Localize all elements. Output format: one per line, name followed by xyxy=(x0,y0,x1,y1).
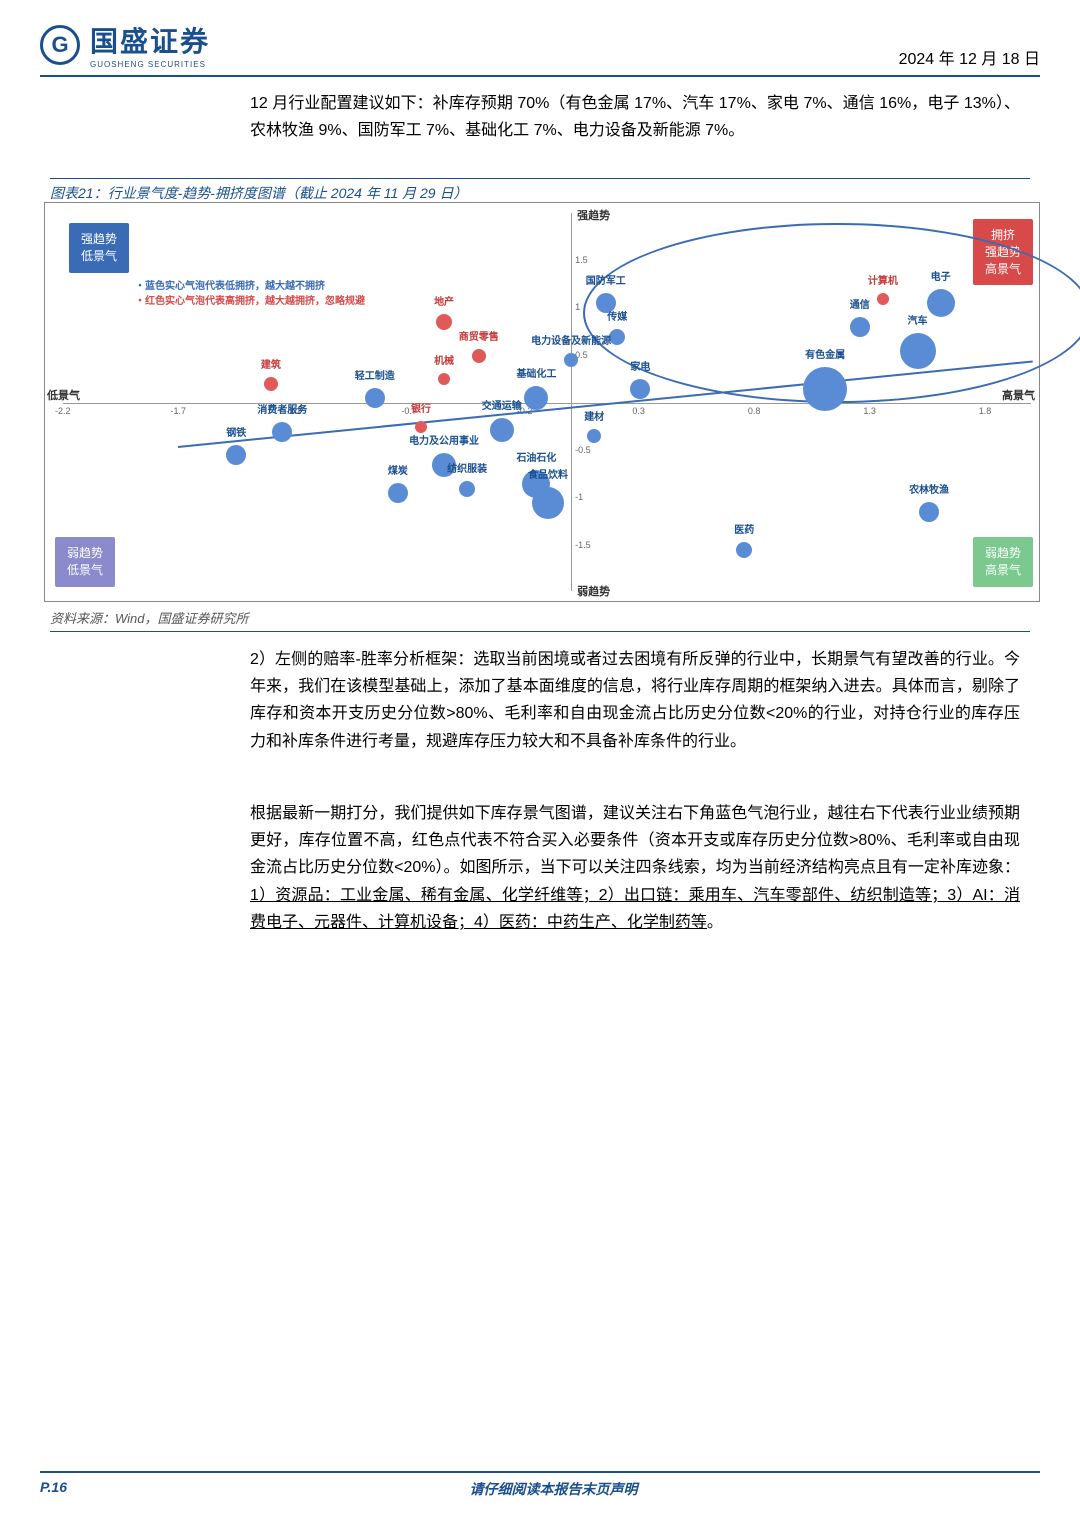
bubble-point xyxy=(264,377,278,391)
y-tick: -0.5 xyxy=(575,445,591,455)
bubble-point xyxy=(388,483,408,503)
bubble-point xyxy=(226,445,246,465)
paragraph-framework: 2）左侧的赔率-胜率分析框架：选取当前困境或者过去困境有所反弹的行业中，长期景气… xyxy=(250,646,1020,755)
logo-text-wrap: 国盛证券 GUOSHENG SECURITIES xyxy=(90,20,210,69)
bubble-label: 纺织服装 xyxy=(447,460,487,475)
chart-title: 图表21：行业景气度-趋势-拥挤度图谱（截止 2024 年 11 月 29 日） xyxy=(50,178,1030,203)
chart-source: 资料来源：Wind，国盛证券研究所 xyxy=(50,608,1030,632)
bubble-label: 交通运输 xyxy=(482,397,522,412)
logo-subtext: GUOSHENG SECURITIES xyxy=(90,60,210,69)
bubble-point xyxy=(900,333,936,369)
axis-label-top: 强趋势 xyxy=(577,207,610,223)
bubble-point xyxy=(490,418,514,442)
legend-note: ・蓝色实心气泡代表低拥挤，越大越不拥挤 ・红色实心气泡代表高拥挤，越大越拥挤，忽… xyxy=(135,279,365,309)
bubble-label: 地产 xyxy=(434,293,454,308)
page-number: P.16 xyxy=(40,1479,67,1499)
bubble-label: 消费者服务 xyxy=(257,401,307,416)
quadrant-box-bl: 弱趋势低景气 xyxy=(55,537,115,587)
bubble-label: 煤炭 xyxy=(388,462,408,477)
bubble-label: 电力及公用事业 xyxy=(409,432,479,447)
x-tick: 0.3 xyxy=(632,406,645,416)
x-tick: 0.8 xyxy=(748,406,761,416)
x-tick: -2.2 xyxy=(55,406,71,416)
quadrant-box-tl: 强趋势低景气 xyxy=(69,223,129,273)
bubble-point xyxy=(436,314,452,330)
report-date: 2024 年 12 月 18 日 xyxy=(899,45,1040,69)
bubble-label: 通信 xyxy=(850,296,870,311)
bubble-point xyxy=(472,349,486,363)
x-tick: 1.3 xyxy=(863,406,876,416)
page-header: G 国盛证券 GUOSHENG SECURITIES 2024 年 12 月 1… xyxy=(40,20,1040,77)
bubble-label: 基础化工 xyxy=(516,365,556,380)
scatter-chart: -2.2-1.7-1.2-0.7-0.20.30.81.31.8-1.5-1-0… xyxy=(44,202,1040,602)
y-tick: 1.5 xyxy=(575,255,588,265)
bubble-label: 汽车 xyxy=(908,312,928,327)
bubble-label: 银行 xyxy=(411,400,431,415)
bubble-label: 农林牧渔 xyxy=(909,481,949,496)
x-tick: -1.7 xyxy=(170,406,186,416)
quadrant-box-br: 弱趋势高景气 xyxy=(973,537,1033,587)
paragraph-inventory: 根据最新一期打分，我们提供如下库存景气图谱，建议关注右下角蓝色气泡行业，越往右下… xyxy=(250,800,1020,936)
y-tick: -1 xyxy=(575,492,583,502)
bubble-label: 机械 xyxy=(434,352,454,367)
axis-label-right: 高景气 xyxy=(1002,387,1035,403)
bubble-point xyxy=(365,388,385,408)
bubble-label: 国防军工 xyxy=(586,272,626,287)
para3-lead: 根据最新一期打分，我们提供如下库存景气图谱，建议关注右下角蓝色气泡行业，越往右下… xyxy=(250,805,1020,876)
bubble-point xyxy=(803,367,847,411)
bubble-point xyxy=(532,487,564,519)
x-tick: 1.8 xyxy=(979,406,992,416)
page-footer: P.16 请仔细阅读本报告末页声明 xyxy=(40,1471,1040,1499)
y-tick: 1 xyxy=(575,302,580,312)
bubble-point xyxy=(438,373,450,385)
bubble-point xyxy=(630,379,650,399)
bubble-label: 轻工制造 xyxy=(355,367,395,382)
bubble-label: 计算机 xyxy=(868,272,898,287)
axis-label-left: 低景气 xyxy=(47,387,80,403)
bubble-label: 商贸零售 xyxy=(459,328,499,343)
bubble-point xyxy=(877,293,889,305)
bubble-label: 家电 xyxy=(630,358,650,373)
para3-underlined: 1）资源品：工业金属、稀有金属、化学纤维等；2）出口链：乘用车、汽车零部件、纺织… xyxy=(250,887,1020,931)
bubble-point xyxy=(587,429,601,443)
paragraph-allocation: 12 月行业配置建议如下：补库存预期 70%（有色金属 17%、汽车 17%、家… xyxy=(250,90,1020,144)
bubble-point xyxy=(459,481,475,497)
logo: G 国盛证券 GUOSHENG SECURITIES xyxy=(40,20,210,69)
bubble-label: 建材 xyxy=(584,408,604,423)
y-tick: -1.5 xyxy=(575,540,591,550)
bubble-label: 建筑 xyxy=(261,356,281,371)
bubble-label: 食品饮料 xyxy=(528,466,568,481)
para3-tail: 。 xyxy=(707,914,723,931)
footer-notice: 请仔细阅读本报告末页声明 xyxy=(470,1479,638,1499)
bubble-label: 传媒 xyxy=(607,308,627,323)
bubble-label: 电子 xyxy=(931,268,951,283)
bubble-label: 医药 xyxy=(734,521,754,536)
logo-mark-icon: G xyxy=(40,25,80,65)
bubble-point xyxy=(736,542,752,558)
bubble-point xyxy=(919,502,939,522)
bubble-label: 电力设备及新能源 xyxy=(531,332,611,347)
bubble-label: 有色金属 xyxy=(805,346,845,361)
axis-label-bottom: 弱趋势 xyxy=(577,583,610,599)
bubble-point xyxy=(524,386,548,410)
bubble-label: 石油石化 xyxy=(516,449,556,464)
bubble-point xyxy=(564,353,578,367)
bubble-point xyxy=(927,289,955,317)
quadrant-box-tr: 拥挤强趋势高景气 xyxy=(973,219,1033,285)
bubble-point xyxy=(272,422,292,442)
bubble-point xyxy=(850,317,870,337)
bubble-point xyxy=(609,329,625,345)
logo-text: 国盛证券 xyxy=(90,20,210,60)
bubble-label: 钢铁 xyxy=(226,424,246,439)
